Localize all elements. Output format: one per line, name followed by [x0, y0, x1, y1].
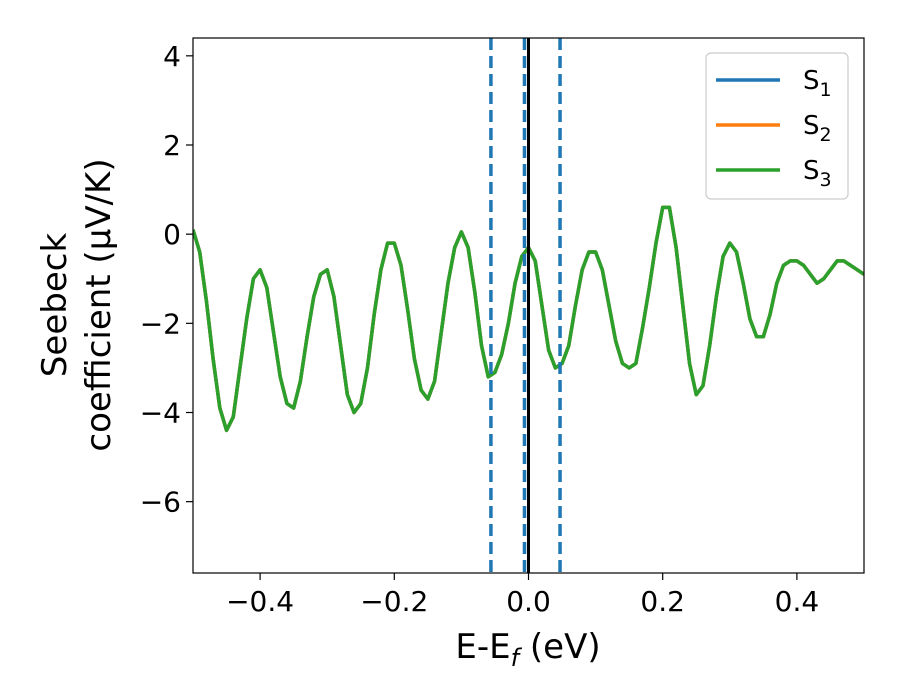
- vline-layer: [489, 38, 562, 573]
- x-axis-title-unit: (eV): [519, 627, 601, 667]
- y-tick-label: −2: [140, 307, 181, 340]
- legend-label-2: S2: [803, 111, 832, 146]
- y-tick-label: 0: [163, 218, 181, 251]
- y-axis-title-line1: Seebeck: [35, 233, 75, 378]
- y-tick-label: 4: [163, 40, 181, 73]
- y-tick-label: −4: [140, 397, 181, 430]
- x-tick-label: 0.0: [506, 585, 551, 618]
- y-axis-title-line2: coefficient (μV/K): [79, 158, 119, 451]
- y-axis: 4 2 0 −2 −4 −6: [140, 40, 193, 519]
- x-tick-label: −0.2: [360, 585, 428, 618]
- x-tick-label: −0.4: [226, 585, 294, 618]
- x-axis: −0.4 −0.2 0.0 0.2 0.4: [226, 573, 819, 618]
- x-tick-label: 0.4: [775, 585, 820, 618]
- x-axis-title: E-Ef (eV): [455, 627, 600, 672]
- y-tick-label: −6: [140, 486, 181, 519]
- x-tick-label: 0.2: [640, 585, 685, 618]
- legend-entries: S1 S2 S3: [716, 66, 832, 191]
- x-axis-title-main: E-E: [455, 627, 510, 667]
- legend: S1 S2 S3: [705, 52, 849, 200]
- legend-label-3: S3: [803, 156, 832, 191]
- y-tick-label: 2: [163, 129, 181, 162]
- legend-label-1: S1: [803, 66, 832, 101]
